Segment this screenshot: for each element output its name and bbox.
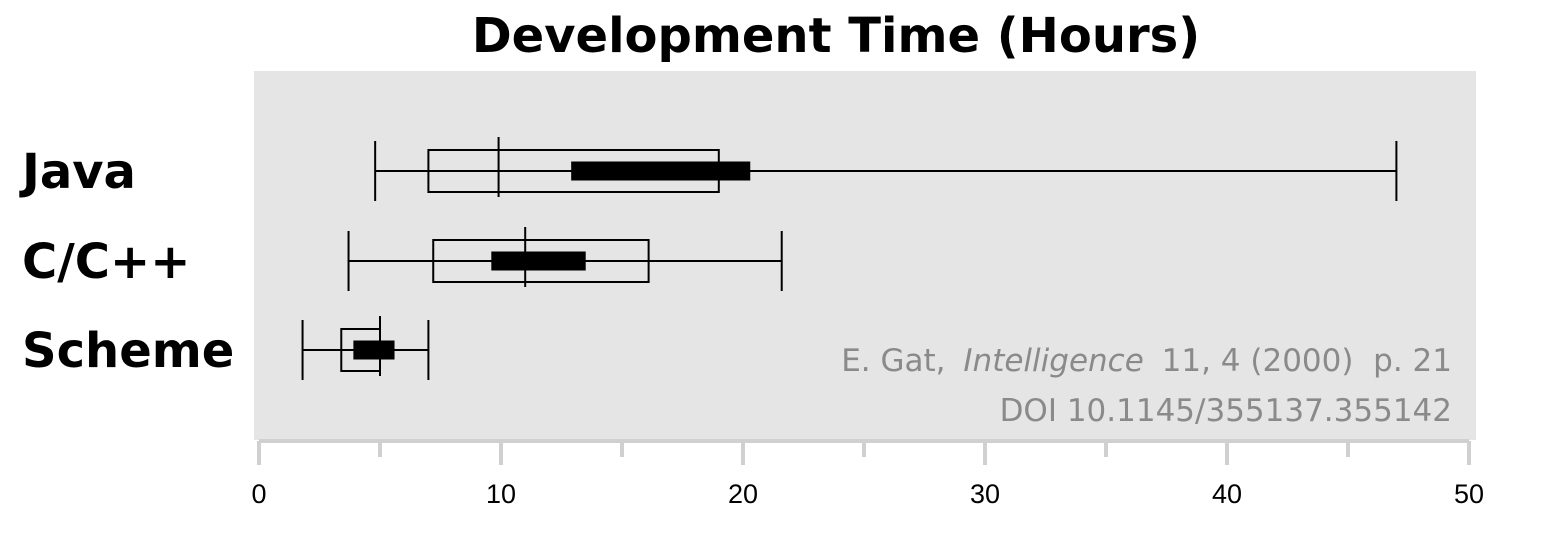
category-labels: Java C/C++ Scheme: [19, 144, 234, 379]
category-label-java: Java: [19, 144, 136, 200]
x-tick-label: 20: [728, 479, 758, 509]
citation-reference: E. Gat, Intelligence 11, 4 (2000) p. 21: [841, 343, 1452, 379]
x-tick-label: 0: [251, 479, 266, 509]
citation-doi: DOI 10.1145/355137.355142: [1000, 393, 1452, 429]
x-axis: 0 10 20 30 40 50: [251, 439, 1484, 509]
box-1: [347, 227, 783, 291]
citation-volume-page: 11, 4 (2000) p. 21: [1162, 343, 1452, 379]
confidence-bar: [353, 340, 395, 360]
confidence-bar: [571, 161, 751, 181]
x-tick-label: 50: [1454, 479, 1484, 509]
citation-author: E. Gat,: [841, 343, 945, 379]
chart-title: Development Time (Hours): [472, 8, 1200, 64]
citation-journal: Intelligence: [963, 343, 1143, 379]
citation-annotation: E. Gat, Intelligence 11, 4 (2000) p. 21 …: [841, 343, 1452, 429]
box-0: [374, 137, 1398, 201]
confidence-bar: [491, 251, 586, 271]
box-series: [301, 137, 1398, 380]
x-tick-label: 10: [486, 479, 516, 509]
iqr-box: [432, 239, 650, 283]
box-2: [301, 316, 430, 380]
x-tick-label: 30: [970, 479, 1000, 509]
category-label-scheme: Scheme: [22, 323, 234, 379]
x-tick-label: 40: [1212, 479, 1242, 509]
plot-panel: [254, 71, 1476, 440]
category-label-c-c: C/C++: [22, 234, 190, 290]
